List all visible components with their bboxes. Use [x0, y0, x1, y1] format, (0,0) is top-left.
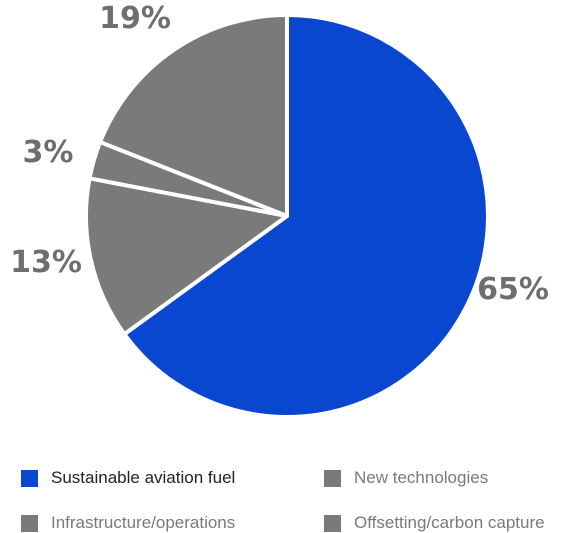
chart-legend: Sustainable aviation fuel New technologi… — [21, 466, 574, 533]
legend-label: Infrastructure/operations — [51, 513, 236, 532]
legend-swatch — [324, 469, 341, 487]
legend-label: Offsetting/carbon capture — [354, 513, 545, 532]
pie-label-13: 13% — [10, 245, 82, 280]
legend-item-new-technologies[interactable]: New technologies — [324, 468, 488, 488]
legend-label: Sustainable aviation fuel — [51, 468, 236, 487]
legend-swatch — [21, 514, 38, 532]
pie-label-3: 3% — [23, 135, 74, 170]
legend-label: New technologies — [354, 468, 489, 487]
pie-slice-infrastructure-operations[interactable] — [84, 176, 289, 337]
pie-slices — [84, 13, 491, 419]
pie-labels: 65% 13% 3% 19% — [10, 1, 549, 307]
pie-label-19: 19% — [99, 1, 171, 36]
legend-item-infrastructure-operations[interactable]: Infrastructure/operations — [21, 513, 235, 533]
legend-item-offsetting-carbon-capture[interactable]: Offsetting/carbon capture — [324, 513, 545, 533]
legend-swatch — [324, 514, 341, 532]
legend-item-sustainable-aviation-fuel[interactable]: Sustainable aviation fuel — [21, 468, 235, 488]
pie-slice-sustainable-aviation-fuel[interactable] — [122, 13, 491, 419]
pie-label-65: 65% — [477, 272, 549, 307]
pie-slice-new-technologies[interactable] — [98, 13, 289, 218]
legend-swatch — [21, 469, 38, 487]
